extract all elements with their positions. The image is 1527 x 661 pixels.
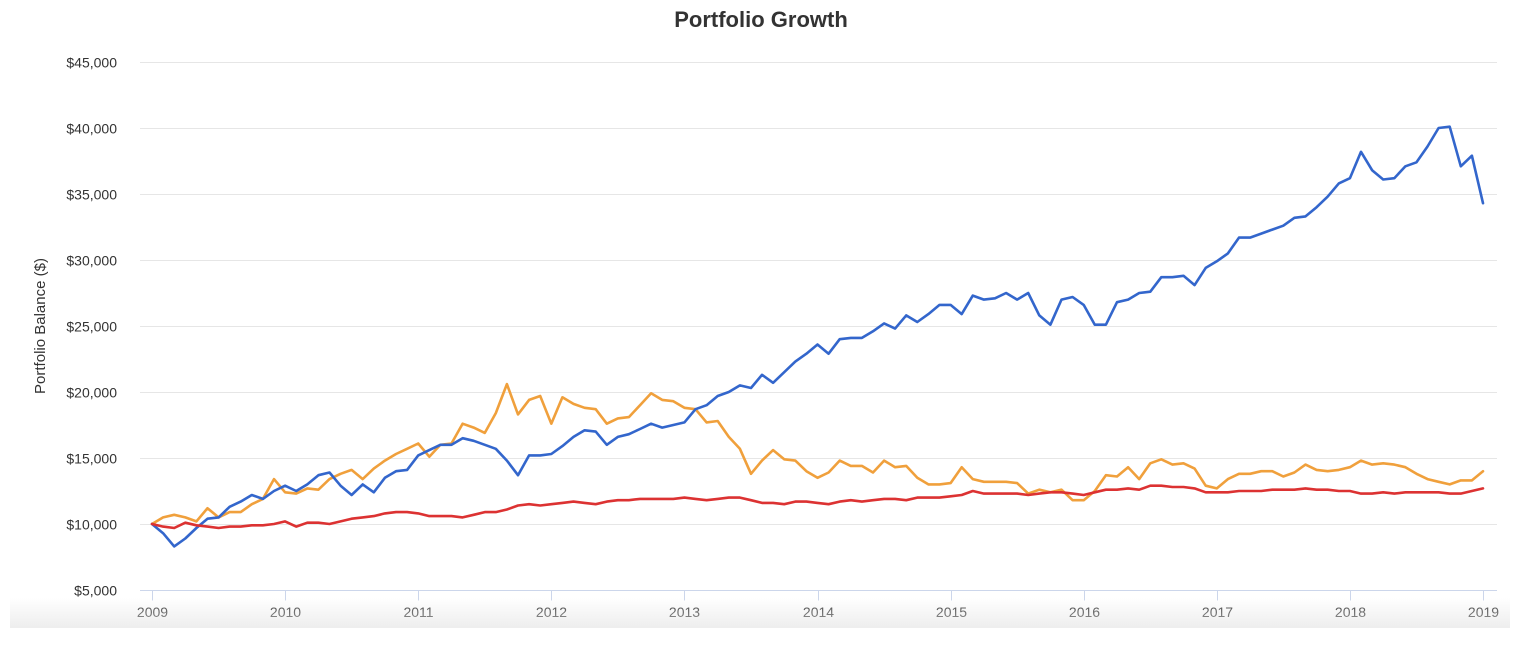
series-line-portfolio-1	[150, 125, 1485, 548]
y-tick-label: $30,000	[66, 253, 117, 269]
gridlines	[140, 62, 1497, 525]
y-axis-label: Portfolio Balance ($)	[32, 258, 49, 394]
series-lines	[150, 125, 1485, 548]
y-tick-label: $35,000	[66, 187, 117, 203]
series-line-portfolio-2	[150, 382, 1485, 526]
y-axis-ticks: $5,000 $10,000 $15,000 $20,000 $25,000 $30,00…	[66, 55, 117, 599]
y-tick-label: $20,000	[66, 385, 117, 401]
y-tick-label: $10,000	[66, 517, 117, 533]
series-line-portfolio-3	[150, 484, 1485, 530]
y-tick-label: $5,000	[74, 583, 117, 599]
y-tick-label: $45,000	[66, 55, 117, 71]
y-tick-label: $25,000	[66, 319, 117, 335]
y-tick-label: $15,000	[66, 451, 117, 467]
chart-title: Portfolio Growth	[674, 7, 848, 32]
y-tick-label: $40,000	[66, 121, 117, 137]
chart-footer-shade	[10, 598, 1510, 628]
